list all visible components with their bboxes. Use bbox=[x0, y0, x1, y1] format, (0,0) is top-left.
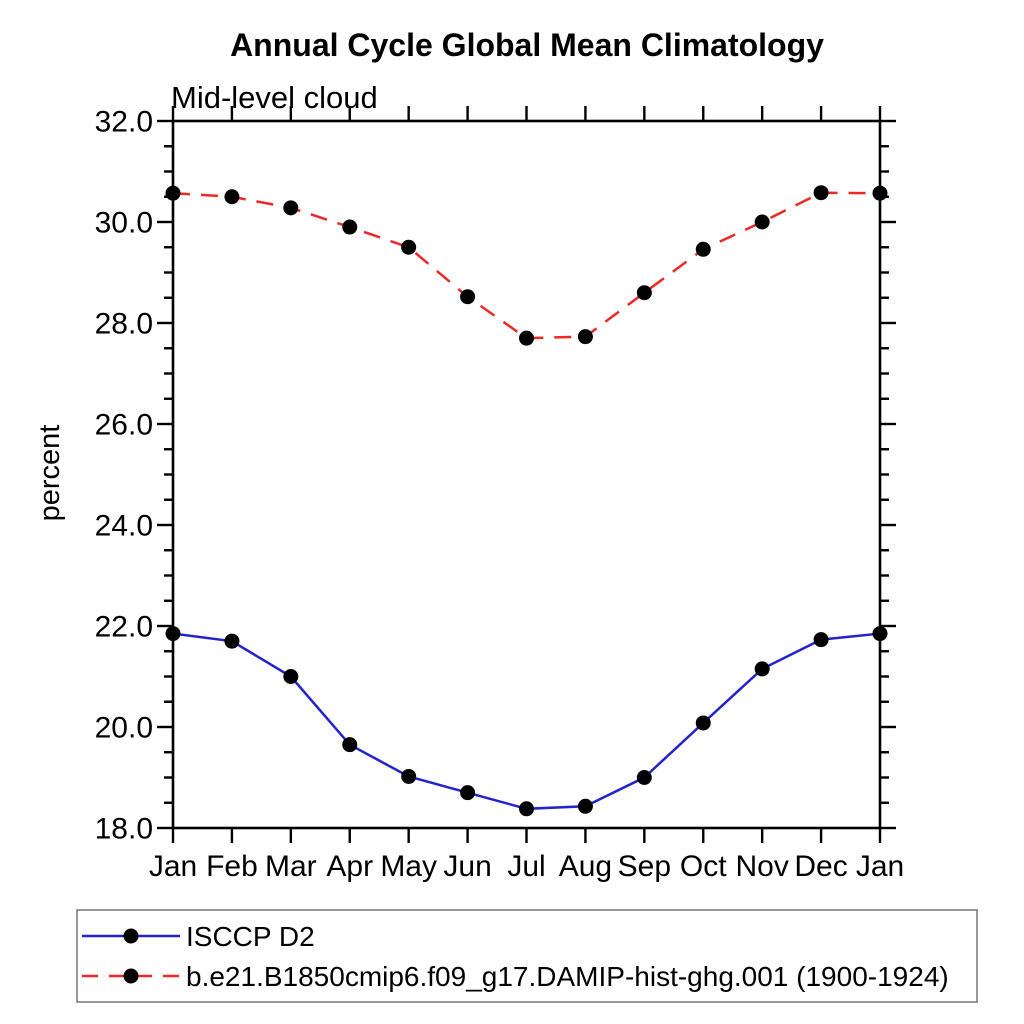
x-tick-label: Feb bbox=[206, 850, 258, 883]
data-point-marker bbox=[401, 239, 417, 255]
data-point-marker bbox=[695, 715, 711, 731]
x-tick-label: May bbox=[380, 850, 437, 883]
data-point-marker bbox=[636, 770, 652, 785]
y-tick-label: 26.0 bbox=[95, 409, 153, 442]
x-tick-label: Jan bbox=[149, 850, 197, 883]
data-point-marker bbox=[577, 798, 593, 814]
x-tick-label: Jul bbox=[507, 850, 545, 883]
data-point-marker bbox=[813, 632, 829, 648]
data-point-marker bbox=[754, 661, 770, 677]
data-point-marker bbox=[754, 214, 770, 230]
x-tick-label: Sep bbox=[618, 850, 671, 883]
data-point-marker bbox=[224, 633, 240, 649]
data-point-marker bbox=[165, 626, 181, 642]
data-point-marker bbox=[342, 219, 358, 235]
data-point-marker bbox=[519, 801, 534, 817]
legend-marker-icon bbox=[123, 968, 139, 984]
data-point-marker bbox=[283, 669, 299, 684]
y-axis-label: percent bbox=[34, 425, 66, 522]
chart-title: Annual Cycle Global Mean Climatology bbox=[230, 27, 824, 63]
x-tick-label: Dec bbox=[794, 850, 847, 883]
legend-marker-icon bbox=[123, 928, 139, 944]
x-tick-label: Apr bbox=[326, 850, 373, 883]
legend-box bbox=[76, 909, 978, 1003]
data-point-marker bbox=[636, 285, 652, 301]
x-tick-label: Nov bbox=[735, 850, 788, 883]
x-tick-label: Mar bbox=[265, 850, 317, 883]
data-point-marker bbox=[813, 185, 829, 201]
data-point-marker bbox=[342, 737, 358, 753]
plot-frame bbox=[171, 119, 882, 830]
y-tick-label: 32.0 bbox=[95, 106, 153, 139]
legend-label-2: b.e21.B1850cmip6.f09_g17.DAMIP-hist-ghg.… bbox=[186, 961, 949, 992]
legend-label-1: ISCCP D2 bbox=[186, 921, 315, 952]
data-point-marker bbox=[872, 626, 888, 642]
x-tick-label: Jan bbox=[856, 850, 904, 883]
legend: ISCCP D2 b.e21.B1850cmip6.f09_g17.DAMIP-… bbox=[76, 909, 978, 1003]
series-line-1 bbox=[172, 632, 881, 811]
series-line-2 bbox=[172, 191, 881, 340]
data-point-marker bbox=[224, 189, 240, 205]
data-point-marker bbox=[519, 330, 534, 346]
data-point-marker bbox=[165, 185, 181, 201]
y-tick-label: 22.0 bbox=[95, 611, 153, 644]
chart-subtitle: Mid-level cloud bbox=[171, 80, 378, 115]
y-tick-label: 20.0 bbox=[95, 712, 153, 745]
data-point-marker bbox=[695, 241, 711, 257]
x-tick-label: Aug bbox=[559, 850, 612, 883]
data-point-marker bbox=[401, 768, 417, 784]
data-point-marker bbox=[283, 200, 299, 216]
y-tick-label: 28.0 bbox=[95, 308, 153, 341]
x-tick-label: Oct bbox=[680, 850, 727, 883]
data-point-marker bbox=[872, 185, 888, 201]
x-tick-label: Jun bbox=[443, 850, 491, 883]
y-tick-label: 30.0 bbox=[95, 207, 153, 240]
data-point-marker bbox=[460, 785, 476, 801]
y-tick-label: 18.0 bbox=[95, 813, 153, 846]
data-point-marker bbox=[577, 329, 593, 345]
y-tick-label: 24.0 bbox=[95, 510, 153, 543]
data-point-marker bbox=[460, 289, 476, 305]
